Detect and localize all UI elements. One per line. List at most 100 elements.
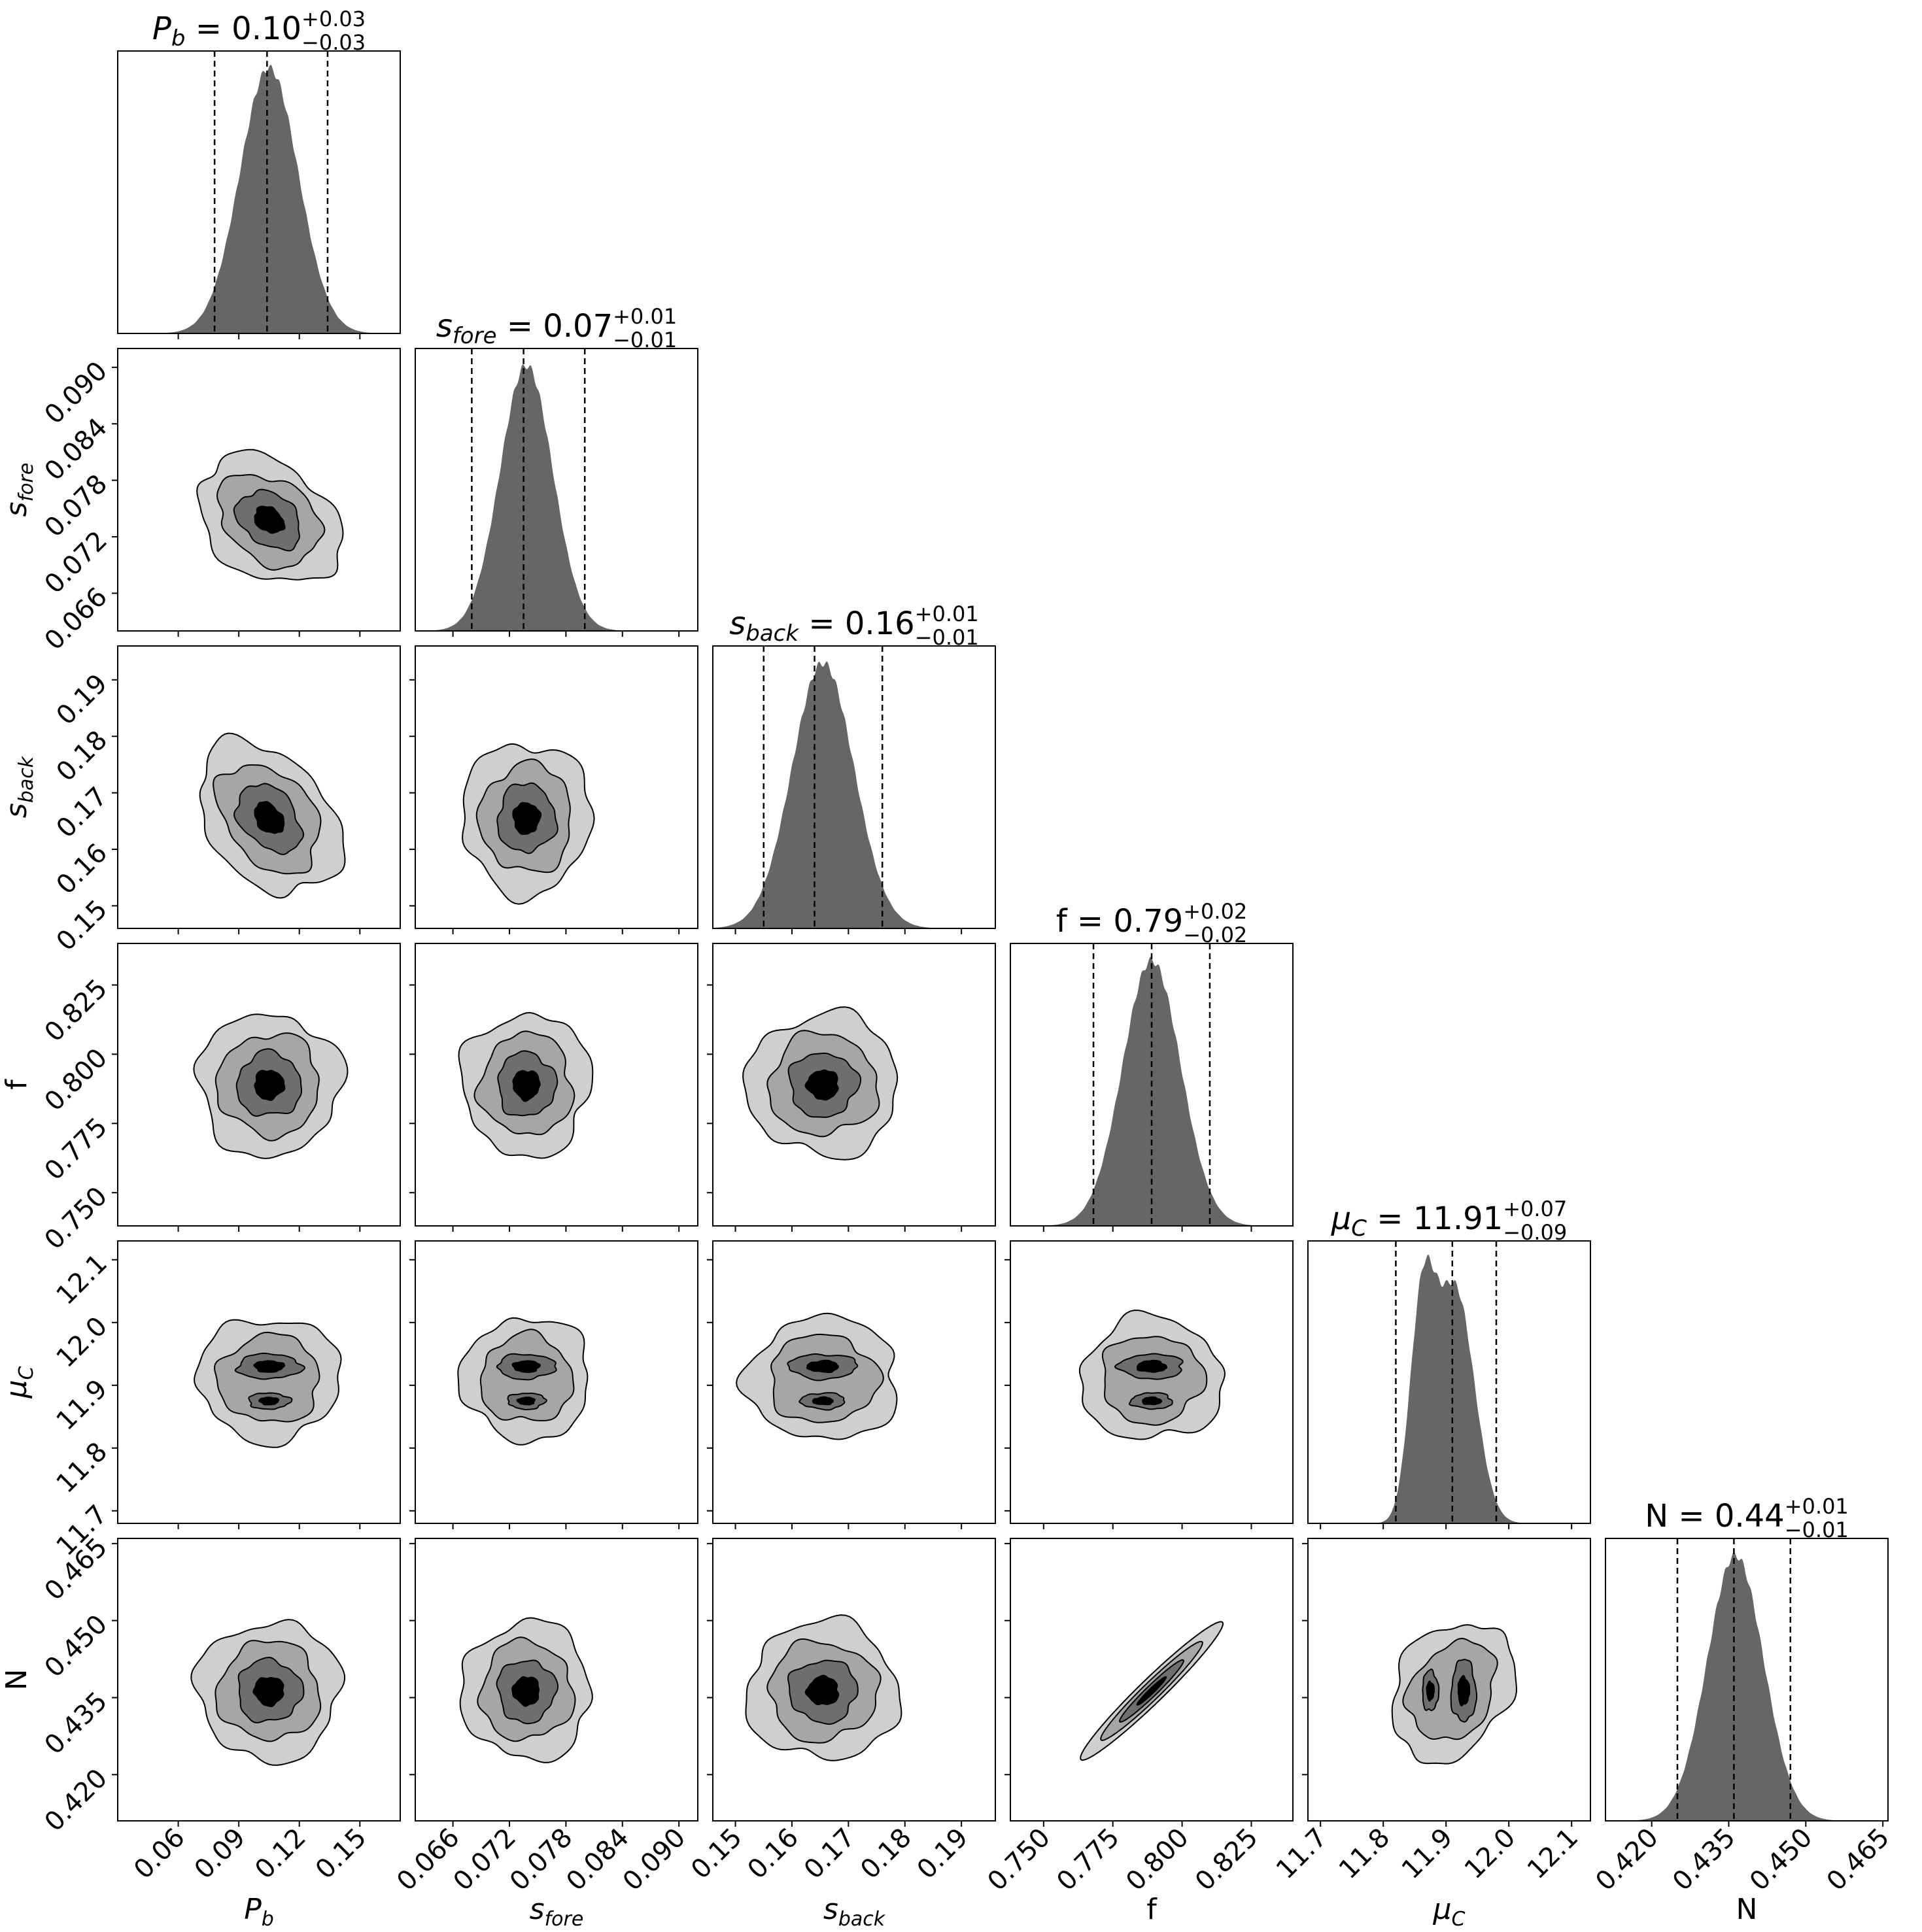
ytick-mu_C: 11.8 <box>51 1436 114 1499</box>
xtick-s_fore: 0.072 <box>448 1823 523 1897</box>
ytick-f: 0.800 <box>39 1043 114 1117</box>
contour-level-4 <box>804 1069 839 1101</box>
hist-panel-mu_C: μC = 11.91+0.07−0.09 <box>1307 1196 1591 1529</box>
ytick-mu_C: 12.0 <box>51 1311 114 1374</box>
contour-level-4 <box>804 1674 840 1706</box>
xtick-P_b: 0.12 <box>249 1823 312 1886</box>
contour-panel-mu_C-vs-N: 11.7 11.8 11.9 12.0 12.1 <box>1271 1538 1591 1886</box>
ytick-N: 0.435 <box>39 1686 114 1761</box>
hist-panel-N: N = 0.44+0.01 0.420 0.435 0.450 0.465 −0.01 <box>1590 1494 1895 1897</box>
contour-level-2 <box>1402 1637 1498 1740</box>
xtick-f: 0.800 <box>1120 1823 1195 1897</box>
contour-panel-P_b-vs-mu_C: 11.711.811.912.012.1 <box>51 1240 401 1562</box>
ytick-f: 0.750 <box>39 1181 114 1256</box>
histogram-P_b <box>118 64 400 333</box>
xtick-N: 0.465 <box>1821 1823 1896 1897</box>
xtick-s_back: 0.15 <box>685 1823 748 1886</box>
panel-frame <box>712 943 996 1227</box>
contour-level-4 <box>254 1070 286 1101</box>
title-minus-N: −0.01 <box>1785 1517 1849 1542</box>
panel-frame <box>415 1538 698 1822</box>
title-minus-f: −0.02 <box>1183 923 1247 947</box>
ylabel-mu_C: μC <box>0 1366 38 1398</box>
panel-frame <box>1010 943 1294 1227</box>
ylabel-s_back: sback <box>0 755 38 818</box>
xlabel-s_back: sback <box>823 1893 886 1931</box>
xtick-s_back: 0.19 <box>912 1823 974 1886</box>
ytick-s_fore: 0.066 <box>39 582 114 656</box>
panel-frame <box>1010 1240 1294 1524</box>
panel-frame <box>415 1240 698 1524</box>
title-minus-s_fore: −0.01 <box>613 328 677 352</box>
ylabel-N: N <box>0 1669 33 1691</box>
ytick-s_back: 0.18 <box>51 725 114 788</box>
histogram-mu_C <box>1308 1255 1590 1523</box>
panel-frame <box>1010 1538 1294 1822</box>
ytick-s_fore: 0.078 <box>39 469 114 543</box>
title-minus-P_b: −0.03 <box>301 30 366 55</box>
contour-panel-s_fore-vs-f <box>409 943 698 1232</box>
ytick-N: 0.450 <box>39 1609 114 1684</box>
panel-frame <box>117 1240 401 1524</box>
xlabel-P_b: Pb <box>244 1893 274 1931</box>
contour-level-4 <box>253 1360 286 1406</box>
histogram-N <box>1605 1551 1888 1821</box>
histogram-s_fore <box>415 364 698 631</box>
ytick-s_fore: 0.084 <box>39 413 114 487</box>
ylabel-f: f <box>0 1079 33 1090</box>
ytick-s_fore: 0.090 <box>39 356 114 430</box>
contour-level-4 <box>512 1070 541 1102</box>
panel-frame <box>117 645 401 929</box>
xtick-P_b: 0.15 <box>310 1823 373 1886</box>
panel-frame <box>415 943 698 1227</box>
xtick-s_back: 0.17 <box>798 1823 861 1886</box>
xtick-mu_C: 11.7 <box>1271 1823 1333 1886</box>
contour-level-3 <box>787 1353 859 1411</box>
ytick-s_back: 0.15 <box>51 894 114 957</box>
xtick-N: 0.420 <box>1590 1823 1664 1897</box>
xtick-s_fore: 0.084 <box>560 1823 635 1897</box>
contour-level-4 <box>1137 1359 1168 1406</box>
ytick-f: 0.825 <box>39 974 114 1048</box>
title-minus-s_back: −0.01 <box>915 625 979 650</box>
contour-panel-s_fore-vs-mu_C <box>409 1240 698 1529</box>
panel-frame <box>415 645 698 929</box>
contour-level-4 <box>806 1359 840 1406</box>
xtick-mu_C: 12.0 <box>1459 1823 1522 1886</box>
ytick-mu_C: 11.9 <box>51 1374 114 1436</box>
xtick-N: 0.435 <box>1667 1823 1742 1897</box>
ytick-s_back: 0.16 <box>51 838 114 901</box>
panel-frame <box>712 645 996 929</box>
panel-frame <box>117 50 401 334</box>
contour-level-4 <box>512 802 542 835</box>
hist-panel-P_b: Pb = 0.10+0.03−0.03 <box>117 7 401 339</box>
xtick-s_fore: 0.066 <box>391 1823 466 1897</box>
contour-panel-s_back-vs-N: 0.150.160.170.180.19 <box>685 1538 996 1886</box>
title-s_back: sback = 0.16+0.01 <box>729 602 979 647</box>
xtick-N: 0.450 <box>1744 1823 1819 1897</box>
xtick-s_fore: 0.078 <box>504 1823 579 1897</box>
contour-panel-s_fore-vs-s_back <box>409 645 698 934</box>
xtick-mu_C: 11.8 <box>1333 1823 1396 1886</box>
histogram-s_back <box>713 661 995 928</box>
contour-panel-s_back-vs-f <box>707 943 996 1232</box>
contour-level-4 <box>254 505 286 534</box>
hist-panel-s_back: sback = 0.16+0.01−0.01 <box>712 602 996 934</box>
hist-panel-s_fore: sfore = 0.07+0.01−0.01 <box>415 304 698 637</box>
ytick-s_fore: 0.072 <box>39 526 114 600</box>
ytick-s_back: 0.17 <box>51 781 114 844</box>
title-s_fore: sfore = 0.07+0.01 <box>436 304 677 349</box>
contour-level-4 <box>511 1360 541 1406</box>
xtick-s_back: 0.16 <box>742 1823 805 1886</box>
contour-level-3 <box>496 1353 557 1411</box>
xlabel-f: f <box>1146 1893 1158 1926</box>
contour-level-4 <box>1136 1676 1167 1706</box>
xtick-P_b: 0.06 <box>128 1823 191 1886</box>
contour-panel-s_back-vs-mu_C <box>707 1240 996 1529</box>
xtick-f: 0.775 <box>1051 1823 1125 1897</box>
title-N: N = 0.44+0.01 <box>1645 1494 1849 1534</box>
